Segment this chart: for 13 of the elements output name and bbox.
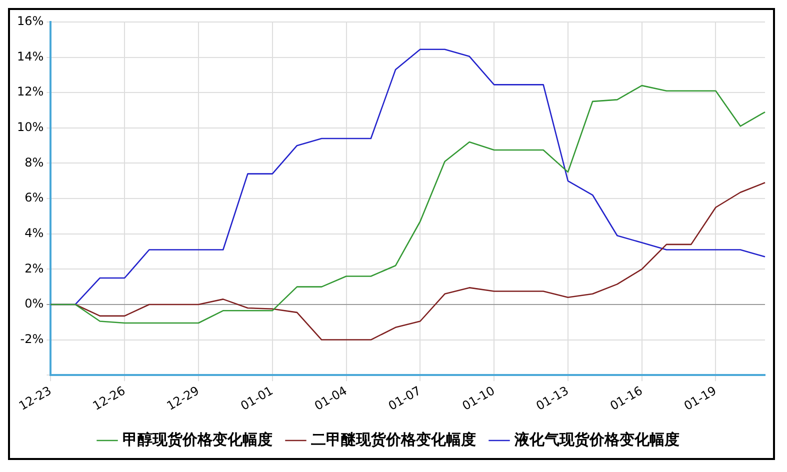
y-tick-label: -2% — [20, 332, 44, 346]
legend-label: 甲醇现货价格变化幅度 — [122, 430, 272, 448]
y-tick-label: 8% — [24, 155, 44, 170]
y-tick-label: 16% — [17, 14, 44, 28]
legend-label: 二甲醚现货价格变化幅度 — [310, 430, 476, 448]
y-tick-label: 10% — [17, 120, 44, 134]
y-tick-label: 6% — [24, 190, 44, 205]
y-tick-label: 2% — [24, 261, 44, 276]
y-tick-label: 0% — [24, 296, 44, 311]
y-tick-label: 12% — [17, 84, 44, 99]
y-tick-label: 4% — [24, 226, 44, 240]
legend-label: 液化气现货价格变化幅度 — [513, 430, 680, 448]
y-tick-label: 14% — [17, 49, 44, 64]
